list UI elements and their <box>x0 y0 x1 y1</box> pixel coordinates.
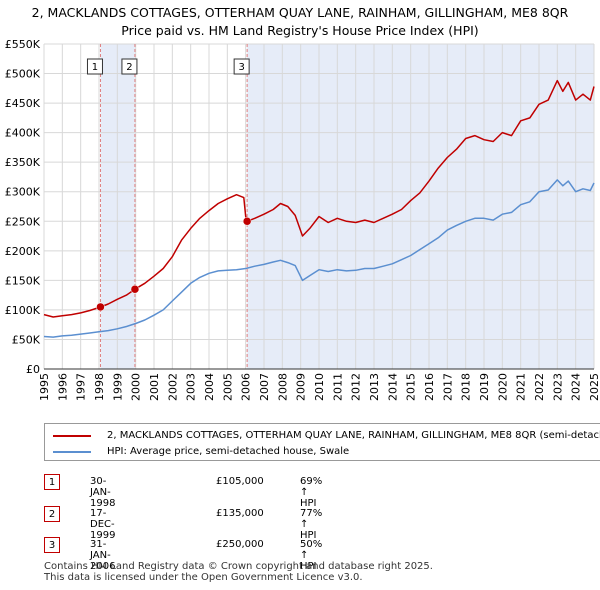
legend-label-property: 2, MACKLANDS COTTAGES, OTTERHAM QUAY LAN… <box>107 430 600 441</box>
x-tick-label: 2025 <box>588 373 600 401</box>
x-tick-label: 2000 <box>130 373 143 401</box>
x-tick-label: 2013 <box>368 373 381 401</box>
sale-point <box>242 217 252 226</box>
footer-copyright: Contains HM Land Registry data © Crown c… <box>44 561 433 572</box>
x-tick-label: 1998 <box>93 373 106 401</box>
sale-date: 31-JAN-2006 <box>90 539 116 572</box>
x-tick-label: 2022 <box>533 373 546 401</box>
sale-price: £135,000 <box>216 508 264 519</box>
x-tick-label: 2001 <box>148 373 161 401</box>
sale-number-badge: 3 <box>44 537 60 553</box>
x-tick-label: 2011 <box>331 373 344 401</box>
sale-point <box>130 284 140 294</box>
y-tick-label: £500K <box>5 68 41 81</box>
x-tick-label: 2017 <box>441 373 454 401</box>
y-tick-label: £100K <box>5 304 41 317</box>
sale-hpi-change: 69% ↑ HPI <box>300 476 323 509</box>
y-tick-label: £350K <box>5 156 41 169</box>
y-tick-label: £50K <box>12 333 41 346</box>
sale-number-badge: 1 <box>44 474 60 490</box>
x-tick-label: 2024 <box>570 373 583 401</box>
chart-title: 2, MACKLANDS COTTAGES, OTTERHAM QUAY LAN… <box>0 4 600 40</box>
footer-licence: This data is licensed under the Open Gov… <box>44 572 363 583</box>
sale-point <box>96 302 105 312</box>
sale-marker-box <box>86 58 103 75</box>
sale-marker-label: 1 <box>92 62 98 73</box>
x-tick-label: 2010 <box>313 373 326 401</box>
x-tick-label: 2023 <box>551 373 564 401</box>
sale-date: 17-DEC-1999 <box>90 508 116 541</box>
x-tick-label: 2016 <box>423 373 436 401</box>
x-tick-label: 2015 <box>405 373 418 401</box>
x-tick-label: 2021 <box>515 373 528 401</box>
title-line-2: Price paid vs. HM Land Registry's House … <box>121 23 479 38</box>
sale-marker-box <box>233 58 250 75</box>
x-tick-label: 2002 <box>166 373 179 401</box>
y-tick-label: £200K <box>5 245 41 258</box>
x-tick-label: 2018 <box>460 373 473 401</box>
sale-price: £250,000 <box>216 539 264 550</box>
price-chart: £0 £50K £100K £150K £200K £250K £300K £350K £400… <box>5 38 600 401</box>
sale-marker-label: 2 <box>126 62 132 73</box>
y-tick-label: £550K <box>5 38 41 51</box>
y-tick-label: £250K <box>5 215 41 228</box>
legend-swatch-property <box>53 435 91 437</box>
footer: Contains HM Land Registry data © Crown c… <box>44 561 433 583</box>
sale-marker-box <box>121 58 138 75</box>
x-tick-label: 1999 <box>111 373 124 401</box>
y-tick-label: £400K <box>5 127 41 140</box>
legend: 2, MACKLANDS COTTAGES, OTTERHAM QUAY LAN… <box>44 423 600 461</box>
legend-label-hpi: HPI: Average price, semi-detached house,… <box>107 446 350 457</box>
hpi-line <box>43 179 595 338</box>
x-tick-label: 1996 <box>56 373 69 401</box>
x-tick-label: 2007 <box>258 373 271 401</box>
legend-swatch-hpi <box>53 451 91 453</box>
x-tick-label: 2009 <box>295 373 308 401</box>
sale-number-badge: 2 <box>44 506 60 522</box>
sale-marker-label: 3 <box>238 62 244 73</box>
x-tick-label: 2020 <box>496 373 509 401</box>
y-tick-label: £150K <box>5 274 41 287</box>
x-tick-label: 2003 <box>185 373 198 401</box>
title-line-1: 2, MACKLANDS COTTAGES, OTTERHAM QUAY LAN… <box>31 5 569 20</box>
sale-hpi-change: 50% ↑ HPI <box>300 539 323 572</box>
x-tick-label: 1995 <box>38 373 51 401</box>
x-tick-label: 2006 <box>240 373 253 401</box>
sale-hpi-change: 77% ↑ HPI <box>300 508 323 541</box>
x-tick-label: 1997 <box>75 373 88 401</box>
property-price-line <box>43 79 595 318</box>
x-tick-label: 2019 <box>478 373 491 401</box>
x-tick-label: 2004 <box>203 373 216 401</box>
x-tick-label: 2008 <box>276 373 289 401</box>
x-tick-label: 2012 <box>350 373 363 401</box>
x-tick-label: 2005 <box>221 373 234 401</box>
sale-price: £105,000 <box>216 476 264 487</box>
y-tick-label: £450K <box>5 97 41 110</box>
sale-date: 30-JAN-1998 <box>90 476 116 509</box>
y-tick-label: £300K <box>5 186 41 199</box>
shaded-range <box>247 44 594 369</box>
y-tick-label: £0 <box>26 363 40 376</box>
x-tick-label: 2014 <box>386 373 399 401</box>
